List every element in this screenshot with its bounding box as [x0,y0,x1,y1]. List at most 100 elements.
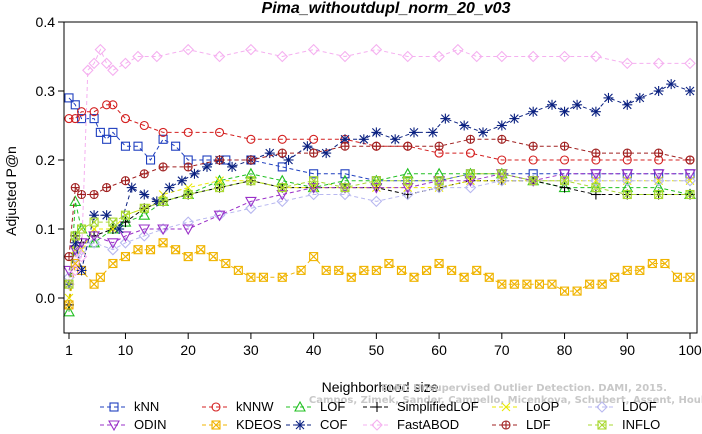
point-ldf-13 [340,141,350,151]
point-odin-4 [106,238,119,249]
point-odin-10 [244,196,257,208]
point-kdeos-4 [95,272,105,282]
point-kdeos-16 [246,272,256,282]
x-tick-label: 40 [306,342,322,358]
point-cof-28 [478,127,488,138]
point-inflo-23 [654,189,664,200]
legend-label: LDOF [622,399,657,414]
point-knn-8 [133,141,143,151]
x-tick-label: 20 [180,342,196,358]
point-ldof-4 [107,243,119,256]
point-inflo-19 [528,176,538,186]
point-cof-22 [371,127,382,138]
legend-swatch-marker [211,420,221,430]
point-kdeos-44 [610,272,620,282]
point-kdeos-25 [371,265,381,275]
point-kdeos-18 [277,272,287,282]
series-line-odin [68,173,690,271]
legend-swatch-marker [109,402,119,412]
point-kdeos-45 [622,265,632,275]
point-kdeos-17 [258,272,269,282]
point-ldof-14 [370,195,383,208]
legend-label: ODIN [134,417,167,432]
point-ldf-23 [654,148,664,158]
point-kdeos-49 [672,272,683,282]
point-ldof-22 [621,174,634,187]
point-cof-38 [634,92,645,103]
point-lof-0 [63,305,75,317]
legend-label: kNN [134,399,159,414]
legend-label: COF [320,417,348,432]
point-ldf-10 [246,155,256,165]
legend-swatch-marker [371,419,383,431]
point-cof-37 [622,99,633,110]
point-ldf-5 [120,176,131,186]
point-fastabod-5 [94,43,107,56]
watermark: ELKI: Unsupervised Outlier Detection. DA… [309,383,702,406]
point-ldf-24 [685,155,695,165]
point-ldf-15 [403,141,413,151]
point-kdeos-39 [547,279,557,289]
point-ldof-12 [307,188,320,201]
point-cof-30 [509,113,520,124]
point-kdeos-27 [396,265,407,275]
legend-label: INFLO [622,417,660,432]
point-inflo-20 [559,176,570,186]
point-ldof-20 [558,174,571,187]
point-kdeos-14 [221,258,231,269]
point-cof-21 [358,134,369,145]
point-knnw-11 [246,134,256,144]
point-fastabod-18 [401,50,414,63]
legend-label: LDF [526,417,551,432]
point-fastabod-26 [621,57,634,70]
legend-item-cof: COF [286,417,348,432]
point-ldf-20 [559,141,570,151]
point-ldof-3 [88,237,100,249]
point-cof-26 [440,113,451,124]
point-ldf-0 [64,252,74,262]
legend-item-fastabod: FastABOD [363,417,459,432]
legend-label: LoOP [526,399,559,414]
point-kdeos-35 [497,279,507,289]
point-ldf-9 [214,155,225,165]
point-knn-1 [70,100,80,110]
point-knnw-10 [214,127,225,137]
point-inflo-15 [403,176,413,186]
chart-title: Pima_withoutdupl_norm_20_v03 [262,0,511,17]
point-odin-8 [182,224,195,236]
point-inflo-10 [246,176,256,186]
x-axis-label: Neighborhood size [322,379,439,395]
point-ldf-2 [76,189,87,200]
point-knnw-12 [277,134,287,144]
point-fastabod-23 [527,50,539,63]
y-axis-label: Adjusted P@n [3,146,19,236]
point-kdeos-19 [296,265,306,275]
point-knn-6 [108,127,118,137]
point-lof-1 [69,195,82,206]
point-inflo-17 [465,169,476,179]
point-cof-25 [427,127,438,138]
point-fastabod-13 [245,43,257,56]
point-ldf-12 [309,148,319,158]
point-cof-10 [176,175,187,186]
point-odin-9 [213,210,226,222]
point-kdeos-33 [472,265,482,275]
point-odin-3 [88,231,101,243]
legend-item-odin: ODIN [100,417,167,432]
point-cof-14 [227,161,238,172]
point-kdeos-28 [409,272,419,282]
point-knn-17 [309,169,319,179]
point-cof-41 [685,86,695,96]
point-kdeos-21 [321,265,331,275]
point-knnw-5 [108,100,118,110]
series-fastabod [63,43,696,290]
point-odin-11 [276,189,289,201]
point-ldf-18 [497,134,507,144]
axes: 0.0 0.1 0.2 0.3 0.4 1 10 20 30 40 50 60 70 80 90 100 [36,14,702,358]
point-inflo-6 [139,203,149,213]
legend-swatch-marker [372,402,382,412]
y-tick-label: 0.1 [36,221,56,237]
point-knnw-19 [497,155,507,165]
point-ldf-19 [528,141,538,151]
point-odin-6 [138,224,151,236]
